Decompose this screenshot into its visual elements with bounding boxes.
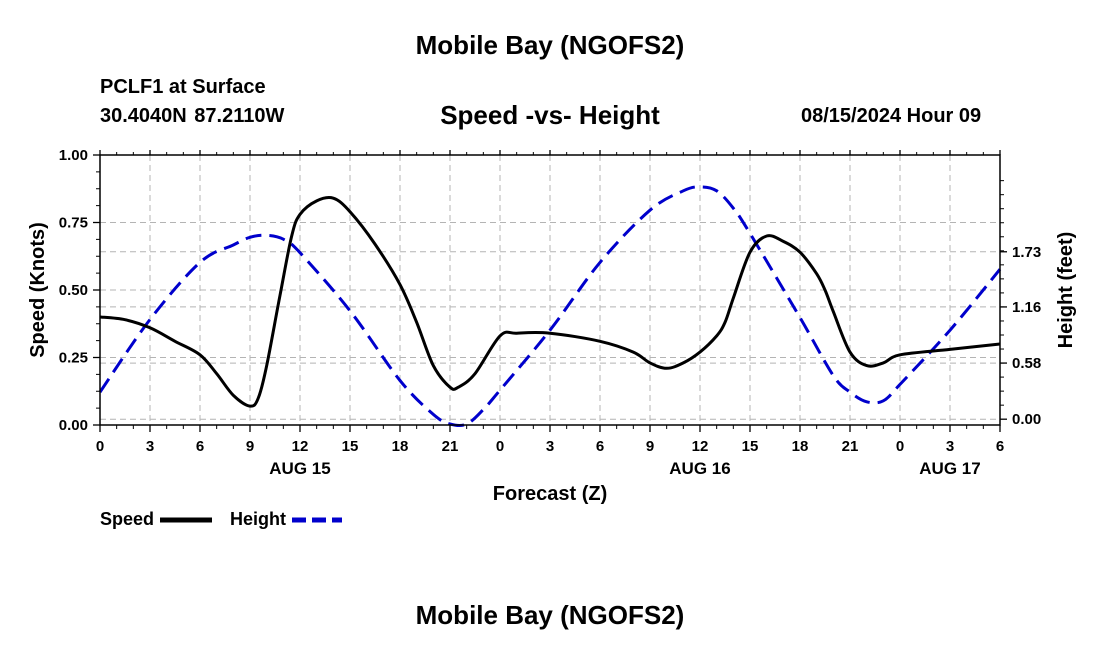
y-tick-label: 1.00 bbox=[59, 147, 88, 164]
date-label: AUG 17 bbox=[919, 459, 980, 478]
x-tick-label: 3 bbox=[146, 438, 154, 455]
chart-subtitle: Speed -vs- Height bbox=[440, 100, 660, 130]
x-tick-label: 15 bbox=[342, 438, 359, 455]
station-label: PCLF1 at Surface bbox=[100, 76, 266, 98]
forecast-datetime: 08/15/2024 Hour 09 bbox=[801, 105, 982, 127]
coordinates-label: 30.4040N 87.2110W bbox=[100, 105, 285, 127]
x-tick-label: 12 bbox=[292, 438, 309, 455]
axes: 0 3 6 9 12 15 18 21 0 3 6 9 12 15 18 21 0 3 6 AUG 15 AUG 16 A… bbox=[59, 147, 1041, 478]
x-tick-label: 21 bbox=[842, 438, 859, 455]
y-tick-label: 0.00 bbox=[59, 417, 88, 434]
x-tick-label: 12 bbox=[692, 438, 709, 455]
y-tick-label: 0.50 bbox=[59, 282, 88, 299]
y2-axis-title: Height (feet) bbox=[1055, 232, 1077, 349]
legend: Speed Height bbox=[100, 509, 342, 529]
y-tick-label: 0.25 bbox=[59, 350, 88, 367]
main-title: Mobile Bay (NGOFS2) bbox=[415, 30, 685, 60]
x-tick-label: 0 bbox=[496, 438, 504, 455]
grid bbox=[100, 155, 1000, 425]
x-tick-label: 6 bbox=[596, 438, 604, 455]
x-axis-title: Forecast (Z) bbox=[493, 483, 607, 505]
y-tick-label: 0.75 bbox=[59, 215, 88, 232]
x-tick-label: 6 bbox=[996, 438, 1004, 455]
x-tick-label: 9 bbox=[646, 438, 654, 455]
legend-height-label: Height bbox=[230, 509, 286, 529]
legend-speed-label: Speed bbox=[100, 509, 154, 529]
x-tick-label: 3 bbox=[546, 438, 554, 455]
x-tick-label: 3 bbox=[946, 438, 954, 455]
x-tick-label: 6 bbox=[196, 438, 204, 455]
y2-tick-label: 0.58 bbox=[1012, 355, 1041, 372]
series-height-line bbox=[98, 185, 1002, 428]
x-tick-label: 0 bbox=[96, 438, 104, 455]
date-label: AUG 16 bbox=[669, 459, 730, 478]
x-tick-label: 18 bbox=[392, 438, 409, 455]
y-axis-title: Speed (Knots) bbox=[27, 222, 49, 358]
y2-tick-label: 1.16 bbox=[1012, 299, 1041, 316]
x-tick-label: 15 bbox=[742, 438, 759, 455]
x-tick-label: 9 bbox=[246, 438, 254, 455]
series-layer bbox=[98, 185, 1002, 428]
series-speed-line bbox=[99, 195, 1001, 408]
x-tick-label: 21 bbox=[442, 438, 459, 455]
date-label: AUG 15 bbox=[269, 459, 330, 478]
y2-tick-label: 1.73 bbox=[1012, 244, 1041, 261]
footer-title: Mobile Bay (NGOFS2) bbox=[415, 600, 685, 630]
x-tick-label: 18 bbox=[792, 438, 809, 455]
x-tick-label: 0 bbox=[896, 438, 904, 455]
y2-tick-label: 0.00 bbox=[1012, 411, 1041, 428]
